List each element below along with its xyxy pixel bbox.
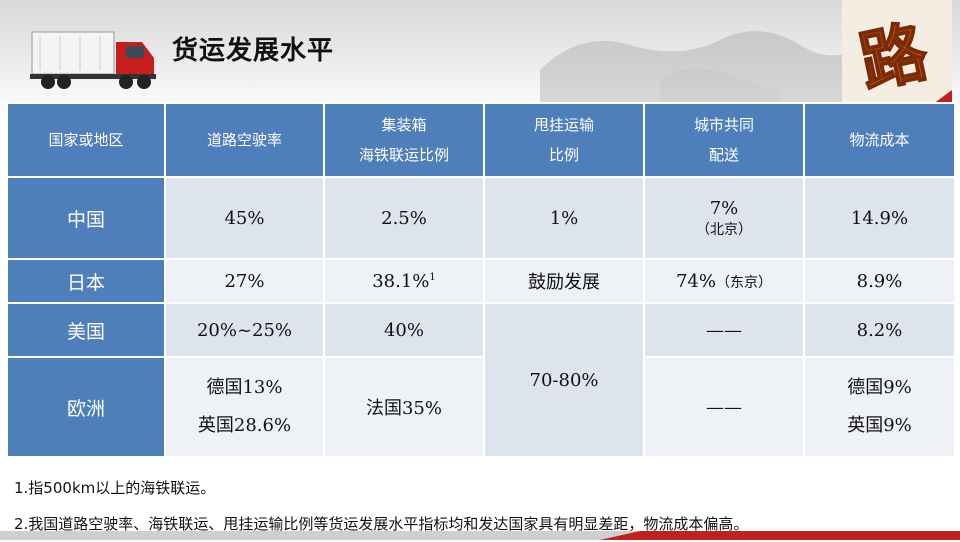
row-header-usa: 美国 — [6, 302, 166, 358]
header-region-label: 国家或地区 — [48, 131, 124, 149]
footnote-marker: 1 — [429, 271, 436, 283]
cell-japan-trailer: 鼓励发展 — [483, 258, 645, 304]
header-empty-rate: 道路空驶率 — [164, 102, 325, 178]
cell-europe-empty-rate-germany: 德国13% — [206, 377, 283, 398]
footnotes: 1.指500km以上的海铁联运。 2.我国道路空驶率、海铁联运、甩挂运输比例等货… — [14, 470, 748, 542]
cell-europe-cost-uk: 英国9% — [847, 415, 912, 436]
freight-comparison-table: 国家或地区 道路空驶率 集装箱 海铁联运比例 甩挂运输 比例 城市共同 配送 物… — [6, 102, 956, 458]
header-rail-ratio-line2: 海铁联运比例 — [358, 146, 449, 164]
table-header-row: 国家或地区 道路空驶率 集装箱 海铁联运比例 甩挂运输 比例 城市共同 配送 物… — [6, 102, 956, 178]
cell-japan-delivery-value: 74% — [675, 270, 716, 292]
header-delivery-line1: 城市共同 — [693, 116, 754, 134]
header-trailer-line1: 甩挂运输 — [533, 116, 594, 134]
cell-japan-rail-ratio: 38.1%1 — [323, 258, 485, 304]
row-header-japan: 日本 — [6, 258, 166, 304]
table-row: 美国 20%~25% 40% 70-80% —— 8.2% — [6, 302, 956, 458]
cell-china-delivery-value: 7% — [709, 197, 739, 219]
header-delivery: 城市共同 配送 — [643, 102, 805, 178]
cell-china-rail-ratio: 2.5% — [323, 176, 485, 260]
header-cost-label: 物流成本 — [849, 131, 910, 149]
cell-japan-empty-rate: 27% — [164, 258, 325, 304]
road-logo-icon: 路 — [842, 0, 952, 112]
cell-china-empty-rate: 45% — [164, 176, 325, 260]
cell-europe-empty-rate: 德国13% 英国28.6% — [164, 356, 325, 458]
footer-accent-bar — [0, 531, 960, 540]
cell-europe-empty-rate-uk: 英国28.6% — [197, 415, 292, 436]
header-rail-ratio: 集装箱 海铁联运比例 — [323, 102, 485, 178]
row-header-europe: 欧洲 — [6, 356, 166, 458]
page-title: 货运发展水平 — [172, 36, 335, 66]
cell-japan-delivery: 74%（东京） — [643, 258, 805, 304]
cell-europe-delivery: —— — [643, 356, 805, 458]
cell-japan-rail-ratio-value: 38.1% — [372, 270, 430, 292]
cell-china-trailer: 1% — [483, 176, 645, 260]
footnote-1: 1.指500km以上的海铁联运。 — [14, 479, 216, 497]
header-trailer-line2: 比例 — [548, 146, 579, 164]
cell-usa-cost: 8.2% — [803, 302, 956, 358]
cell-china-delivery: 7% （北京） — [643, 176, 805, 260]
cell-japan-delivery-note: （东京） — [716, 274, 772, 291]
cell-europe-cost-germany: 德国9% — [847, 377, 912, 398]
cell-usa-empty-rate: 20%~25% — [164, 302, 325, 358]
table-row: 中国 45% 2.5% 1% 7% （北京） 14.9% — [6, 176, 956, 260]
row-header-china: 中国 — [6, 176, 166, 260]
footnote-2: 2.我国道路空驶率、海铁联运、甩挂运输比例等货运发展水平指标均和发达国家具有明显… — [14, 515, 749, 533]
cell-china-delivery-note: （北京） — [696, 221, 752, 238]
cell-merged-trailer: 70-80% — [483, 302, 645, 458]
header-rail-ratio-line1: 集装箱 — [381, 116, 427, 134]
header-trailer: 甩挂运输 比例 — [483, 102, 645, 178]
header-region: 国家或地区 — [6, 102, 166, 178]
cell-europe-rail-ratio: 法国35% — [323, 356, 485, 458]
cell-europe-cost: 德国9% 英国9% — [803, 356, 956, 458]
table-row: 欧洲 德国13% 英国28.6% 法国35% —— 德国9% 英国9% — [6, 356, 956, 458]
cell-usa-rail-ratio: 40% — [323, 302, 485, 358]
header-delivery-line2: 配送 — [708, 146, 739, 164]
table-row: 日本 27% 38.1%1 鼓励发展 74%（东京） 8.9% — [6, 258, 956, 304]
cell-japan-cost: 8.9% — [803, 258, 956, 304]
cell-usa-delivery: —— — [643, 302, 805, 358]
cell-china-cost: 14.9% — [803, 176, 956, 260]
truck-icon — [30, 31, 156, 89]
header-cost: 物流成本 — [803, 102, 956, 178]
header-empty-rate-label: 道路空驶率 — [206, 131, 282, 149]
